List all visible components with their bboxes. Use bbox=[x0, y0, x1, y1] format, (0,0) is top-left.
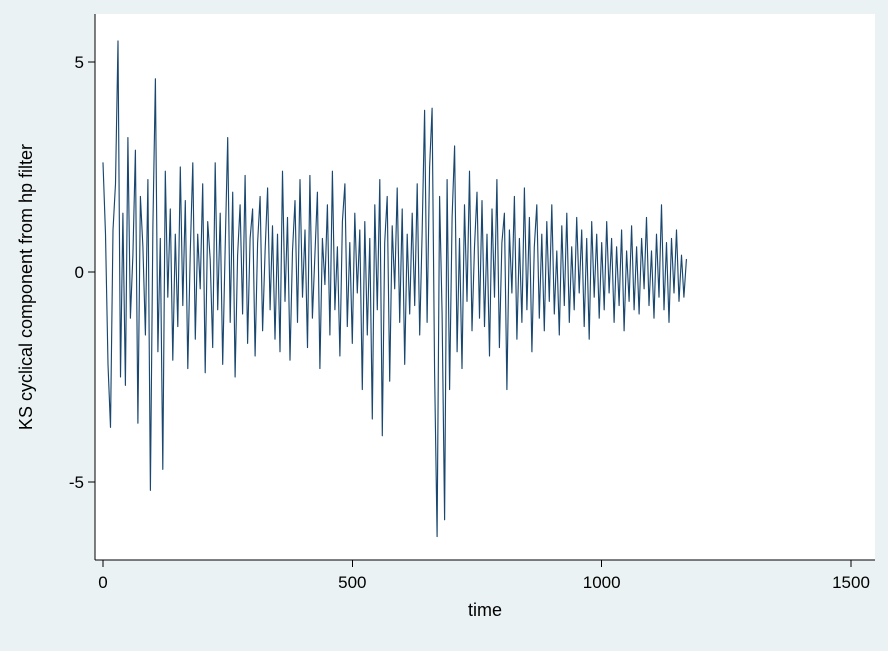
y-tick-label: 0 bbox=[75, 263, 84, 282]
y-tick-label: 5 bbox=[75, 53, 84, 72]
x-tick-label: 1000 bbox=[583, 573, 621, 592]
series-line bbox=[102, 40, 687, 538]
x-axis-title: time bbox=[468, 600, 502, 620]
x-tick-label: 0 bbox=[98, 573, 107, 592]
x-tick-label: 1500 bbox=[832, 573, 870, 592]
x-tick-label: 500 bbox=[338, 573, 366, 592]
axis-ticks: 0 500 1000 1500 -5 0 5 bbox=[69, 53, 870, 592]
y-axis-title: KS cyclical component from hp filter bbox=[16, 144, 36, 430]
y-tick-label: -5 bbox=[69, 473, 84, 492]
